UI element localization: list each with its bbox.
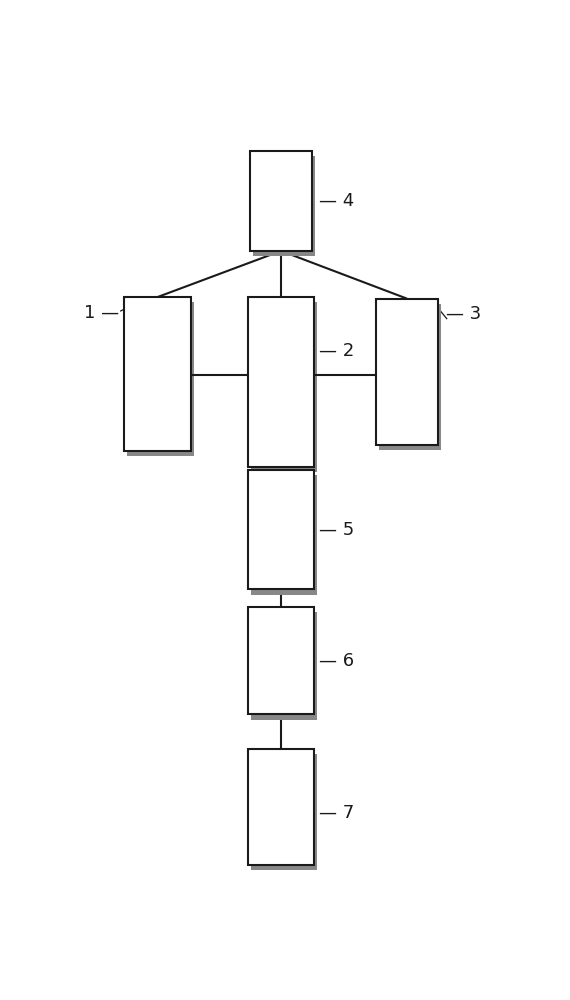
Text: — 2: — 2 — [319, 342, 354, 360]
Text: — 7: — 7 — [319, 804, 354, 822]
Text: 1 —: 1 — — [84, 304, 119, 322]
Bar — [251, 612, 317, 720]
Bar — [251, 754, 317, 870]
Bar — [251, 475, 317, 595]
Bar — [251, 302, 317, 472]
Text: — 4: — 4 — [319, 192, 354, 210]
Bar — [250, 151, 312, 251]
Bar — [248, 470, 314, 589]
Bar — [124, 297, 190, 451]
Bar — [248, 297, 314, 466]
Bar — [248, 607, 314, 714]
Bar — [379, 304, 441, 450]
Text: — 6: — 6 — [319, 652, 354, 670]
Bar — [127, 302, 194, 456]
Bar — [253, 156, 315, 256]
Bar — [376, 299, 438, 445]
Bar — [248, 749, 314, 865]
Text: — 3: — 3 — [446, 305, 481, 323]
Text: — 5: — 5 — [319, 521, 354, 539]
